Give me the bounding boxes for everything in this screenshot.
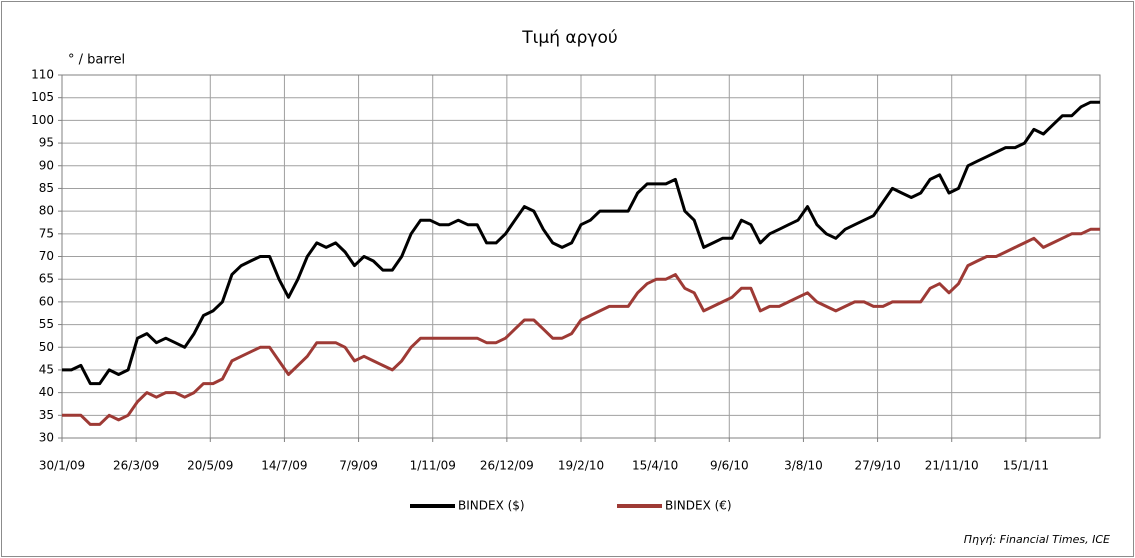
x-tick-label: 19/2/10 — [558, 459, 604, 473]
legend-label: BINDEX ($) — [458, 499, 525, 513]
x-tick-label: 30/1/09 — [39, 459, 85, 473]
x-tick-label: 15/4/10 — [632, 459, 678, 473]
x-tick-label: 9/6/10 — [710, 459, 749, 473]
y-tick-label: 105 — [31, 90, 54, 104]
x-tick-label: 26/12/09 — [480, 459, 534, 473]
legend-label: BINDEX (€) — [665, 499, 732, 513]
x-tick-label: 20/5/09 — [187, 459, 233, 473]
chart-title: Τιμή αργού — [521, 28, 617, 48]
x-tick-label: 1/11/09 — [410, 459, 456, 473]
y-tick-label: 55 — [39, 317, 54, 331]
x-tick-label: 26/3/09 — [113, 459, 159, 473]
x-tick-label: 15/1/11 — [1003, 459, 1049, 473]
y-tick-label: 75 — [39, 226, 54, 240]
y-tick-label: 35 — [39, 408, 54, 422]
y-tick-label: 50 — [39, 340, 54, 354]
x-tick-label: 21/11/10 — [925, 459, 979, 473]
y-tick-label: 40 — [39, 385, 54, 399]
y-tick-label: 85 — [39, 181, 54, 195]
y-tick-label: 60 — [39, 294, 54, 308]
x-tick-label: 7/9/09 — [339, 459, 378, 473]
y-tick-label: 70 — [39, 249, 54, 263]
legend: BINDEX ($) BINDEX (€) — [410, 499, 732, 513]
data-line — [62, 100, 1100, 386]
data-line — [62, 227, 1100, 426]
y-tick-label: 80 — [39, 204, 54, 218]
y-tick-label: 30 — [39, 431, 54, 445]
plot-border — [61, 74, 1101, 439]
y-tick-label: 45 — [39, 362, 54, 376]
y-tick-label: 95 — [39, 136, 54, 150]
y-axis-label: ° / barrel — [68, 53, 125, 68]
y-tick-label: 110 — [31, 68, 54, 82]
x-tick-label: 3/8/10 — [784, 459, 823, 473]
x-tick-label: 27/9/10 — [854, 459, 900, 473]
y-tick-label: 100 — [31, 113, 54, 127]
x-tick-label: 14/7/09 — [261, 459, 307, 473]
y-tick-label: 90 — [39, 158, 54, 172]
source-note: Πηγή: Financial Times, ICE — [964, 533, 1110, 546]
y-tick-label: 65 — [39, 272, 54, 286]
